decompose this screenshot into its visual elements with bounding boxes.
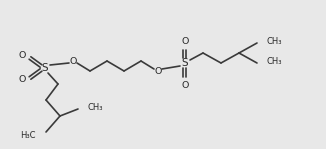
Text: CH₃: CH₃ bbox=[267, 38, 283, 46]
Text: O: O bbox=[181, 38, 189, 46]
Text: H₃C: H₃C bbox=[21, 132, 36, 141]
Text: O: O bbox=[181, 80, 189, 90]
Text: CH₃: CH₃ bbox=[88, 104, 103, 112]
Text: O: O bbox=[154, 66, 162, 76]
Text: S: S bbox=[182, 58, 188, 68]
Text: O: O bbox=[18, 76, 26, 84]
Text: O: O bbox=[18, 52, 26, 60]
Text: S: S bbox=[42, 63, 48, 73]
Text: O: O bbox=[69, 56, 77, 66]
Text: CH₃: CH₃ bbox=[267, 58, 283, 66]
